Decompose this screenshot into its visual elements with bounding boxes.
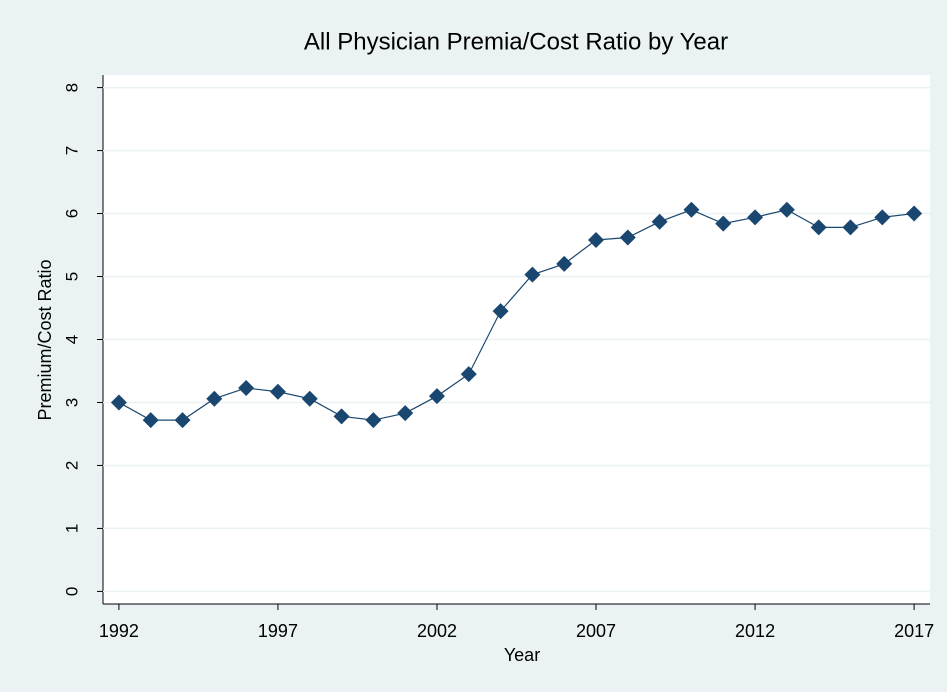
- x-tick-label: 2007: [576, 621, 616, 641]
- data-point: [524, 266, 541, 283]
- data-point: [301, 390, 318, 407]
- y-tick-label: 2: [62, 461, 81, 470]
- data-point: [588, 231, 605, 248]
- data-point: [110, 394, 127, 411]
- y-tick-label: 6: [62, 209, 81, 218]
- marks: [110, 201, 923, 429]
- y-tick-label: 3: [62, 398, 81, 407]
- data-point: [810, 219, 827, 236]
- y-axis-title: Premium/Cost Ratio: [35, 259, 55, 420]
- data-point: [269, 383, 286, 400]
- data-point: [556, 255, 573, 272]
- y-tick-label: 8: [62, 83, 81, 92]
- y-tick-label: 1: [62, 524, 81, 533]
- data-point: [715, 215, 732, 232]
- data-point: [619, 229, 636, 246]
- data-point: [397, 405, 414, 422]
- data-point: [842, 219, 859, 236]
- data-point: [747, 209, 764, 226]
- data-point: [428, 388, 445, 405]
- data-point: [460, 366, 477, 383]
- data-point: [683, 201, 700, 218]
- chart-title: All Physician Premia/Cost Ratio by Year: [304, 28, 728, 55]
- data-point: [492, 303, 509, 320]
- x-tick-label: 2017: [894, 621, 934, 641]
- y-tick-label: 4: [62, 335, 81, 344]
- x-tick-label: 1997: [258, 621, 298, 641]
- data-point: [906, 205, 923, 222]
- data-point: [651, 213, 668, 230]
- y-tick-label: 5: [62, 272, 81, 281]
- data-point: [174, 412, 191, 429]
- y-tick-label: 7: [62, 146, 81, 155]
- x-axis-title: Year: [504, 645, 540, 665]
- data-point: [142, 412, 159, 429]
- data-point: [874, 209, 891, 226]
- x-tick-label: 2012: [735, 621, 775, 641]
- data-point: [206, 390, 223, 407]
- data-point: [365, 412, 382, 429]
- y-tick-label: 0: [62, 587, 81, 596]
- grid: 0 1 2 3 4 5 6 7 8 1992 1997 2002 2007 2012 2017: [62, 83, 934, 641]
- x-tick-label: 2002: [417, 621, 457, 641]
- data-point: [333, 408, 350, 425]
- data-point: [778, 201, 795, 218]
- data-point: [238, 379, 255, 396]
- x-tick-label: 1992: [99, 621, 139, 641]
